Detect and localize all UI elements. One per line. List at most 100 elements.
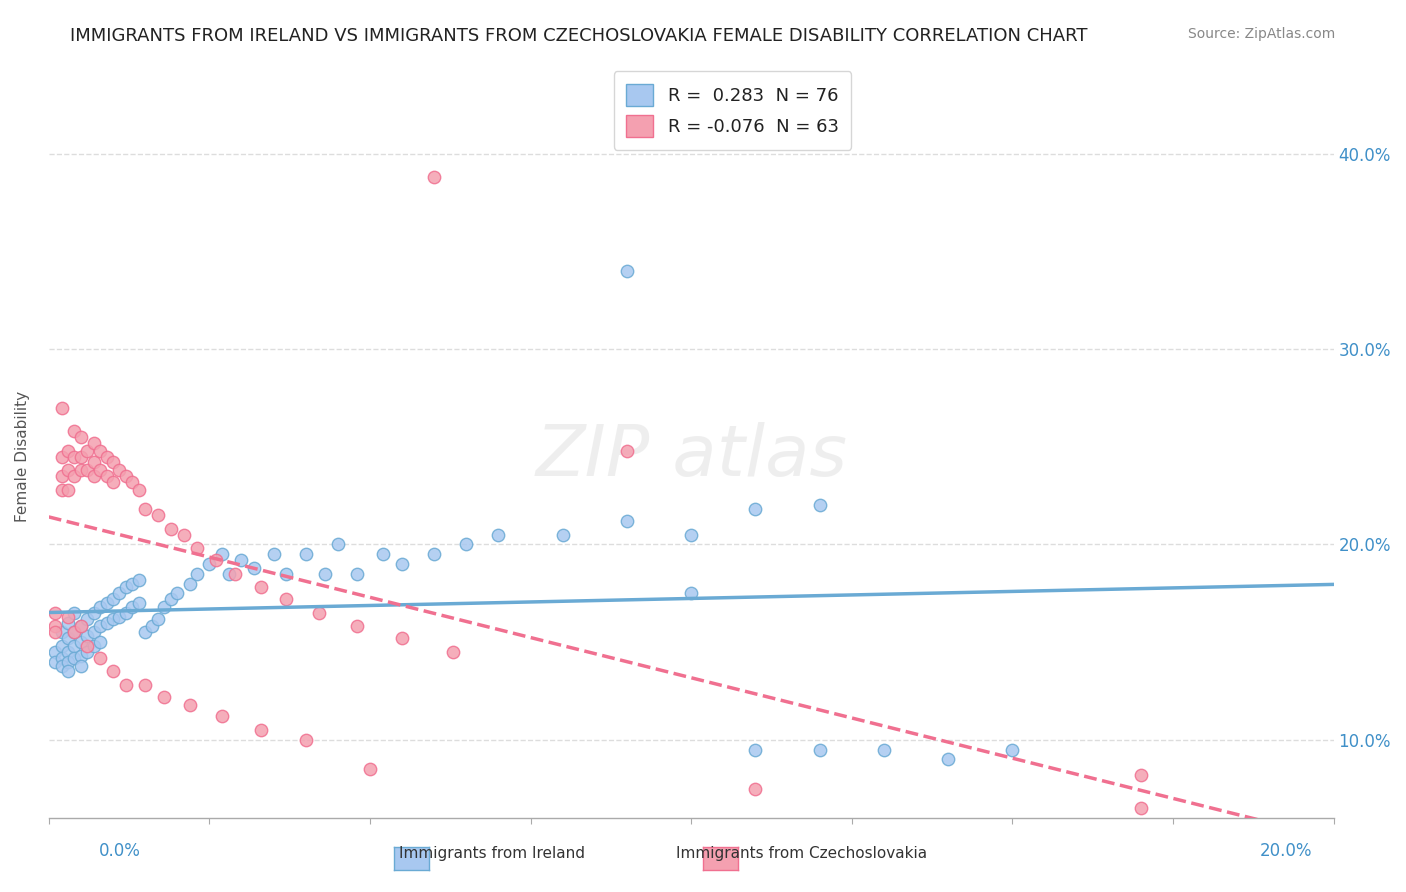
Point <box>1129 801 1152 815</box>
Point <box>89 599 111 614</box>
Point <box>128 596 150 610</box>
Point <box>936 752 959 766</box>
Point <box>326 537 349 551</box>
Point <box>616 514 638 528</box>
Point <box>56 609 79 624</box>
Point <box>56 615 79 630</box>
Point <box>51 658 73 673</box>
Point <box>115 581 138 595</box>
Point <box>294 732 316 747</box>
Point <box>134 678 156 692</box>
Point <box>63 424 86 438</box>
Point <box>128 573 150 587</box>
Point <box>308 606 330 620</box>
Text: IMMIGRANTS FROM IRELAND VS IMMIGRANTS FROM CZECHOSLOVAKIA FEMALE DISABILITY CORR: IMMIGRANTS FROM IRELAND VS IMMIGRANTS FR… <box>70 27 1088 45</box>
Point <box>83 606 105 620</box>
Point <box>173 527 195 541</box>
Point <box>51 450 73 464</box>
Point <box>63 625 86 640</box>
Point <box>56 463 79 477</box>
Point <box>211 547 233 561</box>
Point <box>1129 768 1152 782</box>
Point <box>488 527 510 541</box>
Point <box>276 566 298 581</box>
Point <box>89 650 111 665</box>
Point <box>63 606 86 620</box>
Point <box>551 527 574 541</box>
Point <box>101 665 124 679</box>
Point <box>96 469 118 483</box>
Point <box>371 547 394 561</box>
Point <box>808 499 831 513</box>
Point <box>76 612 98 626</box>
Point <box>70 619 93 633</box>
Point <box>108 586 131 600</box>
Point <box>89 443 111 458</box>
Point <box>346 566 368 581</box>
Point <box>76 443 98 458</box>
Point <box>108 609 131 624</box>
Point <box>96 615 118 630</box>
Point <box>115 469 138 483</box>
Point <box>63 625 86 640</box>
Point <box>70 635 93 649</box>
Point <box>443 645 465 659</box>
Point <box>159 592 181 607</box>
Point <box>56 443 79 458</box>
Point <box>70 648 93 663</box>
Point <box>63 450 86 464</box>
Point <box>89 635 111 649</box>
Point <box>218 566 240 581</box>
Point <box>873 742 896 756</box>
Point <box>211 709 233 723</box>
Point <box>76 629 98 643</box>
Point <box>204 553 226 567</box>
Point <box>159 522 181 536</box>
Point <box>231 553 253 567</box>
Point <box>51 639 73 653</box>
Point <box>1001 742 1024 756</box>
Point <box>294 547 316 561</box>
Point <box>115 678 138 692</box>
Point <box>115 606 138 620</box>
Point <box>44 655 66 669</box>
Point <box>276 592 298 607</box>
Point <box>121 576 143 591</box>
Point <box>186 566 208 581</box>
Point <box>186 541 208 556</box>
Point <box>744 742 766 756</box>
Y-axis label: Female Disability: Female Disability <box>15 391 30 522</box>
Point <box>89 619 111 633</box>
Text: Immigrants from Czechoslovakia: Immigrants from Czechoslovakia <box>676 846 927 861</box>
Point <box>83 455 105 469</box>
Point <box>681 527 703 541</box>
Point <box>121 475 143 489</box>
Point <box>51 625 73 640</box>
Point <box>179 576 201 591</box>
Point <box>134 625 156 640</box>
Point <box>96 450 118 464</box>
Point <box>681 586 703 600</box>
Point <box>76 463 98 477</box>
Point <box>134 502 156 516</box>
Text: Source: ZipAtlas.com: Source: ZipAtlas.com <box>1188 27 1336 41</box>
Point <box>51 469 73 483</box>
Point <box>56 631 79 645</box>
Text: Immigrants from Ireland: Immigrants from Ireland <box>399 846 585 861</box>
Point <box>96 596 118 610</box>
Point <box>179 698 201 712</box>
Point <box>616 264 638 278</box>
Point <box>108 463 131 477</box>
Point <box>63 469 86 483</box>
Point <box>83 469 105 483</box>
Point <box>76 639 98 653</box>
Point <box>128 483 150 497</box>
Point <box>101 455 124 469</box>
Point <box>391 557 413 571</box>
Point <box>146 508 169 523</box>
Point <box>63 650 86 665</box>
Point <box>359 762 381 776</box>
Point <box>63 639 86 653</box>
Point <box>101 612 124 626</box>
Point <box>51 483 73 497</box>
